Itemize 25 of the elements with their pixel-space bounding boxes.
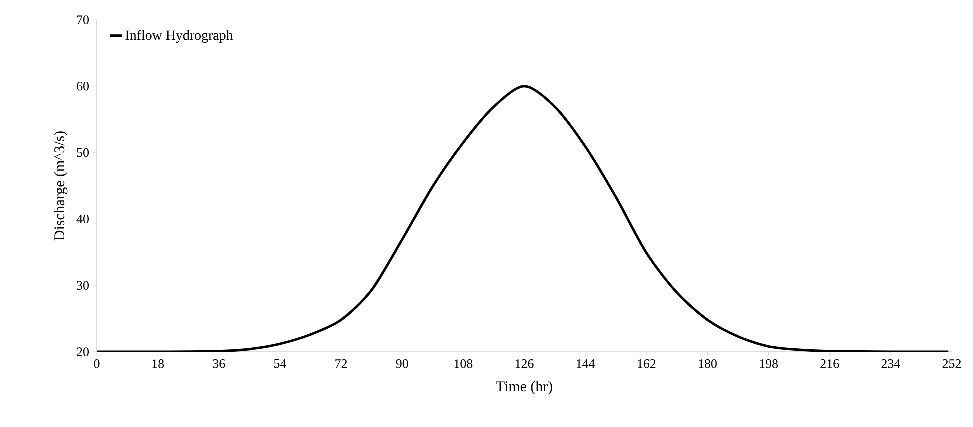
x-axis-title: Time (hr) (496, 381, 552, 395)
y-tick-label: 30 (77, 281, 89, 290)
x-tick-label: 36 (213, 360, 226, 368)
y-tick-label: 50 (77, 148, 89, 158)
line-series (97, 85, 950, 352)
x-tick-label: 108 (454, 360, 473, 368)
x-tick-label: 252 (942, 360, 962, 368)
x-tick-label: 180 (699, 360, 717, 368)
y-tick-label: 70 (77, 16, 89, 24)
x-tick-label: 126 (516, 360, 534, 368)
x-tick-label: 216 (820, 360, 840, 368)
x-tick-label: 198 (760, 360, 778, 368)
x-tick-label: 18 (152, 360, 164, 368)
y-tick-label: 40 (76, 214, 89, 224)
x-tick-label: 90 (396, 360, 408, 368)
x-tick-label: 144 (577, 360, 596, 368)
x-tick-label: 72 (336, 360, 348, 368)
x-tick-label: 234 (882, 360, 900, 368)
y-tick-label: 60 (77, 82, 89, 91)
x-tick-label: 54 (274, 360, 287, 368)
x-tick-label: 0 (94, 360, 100, 368)
x-tick-label: 162 (638, 360, 656, 368)
y-axis-title: Discharge (m^3/s) (54, 132, 68, 241)
legend-label: Inflow Hydrograph (126, 30, 234, 44)
y-tick-label: 20 (77, 348, 89, 356)
